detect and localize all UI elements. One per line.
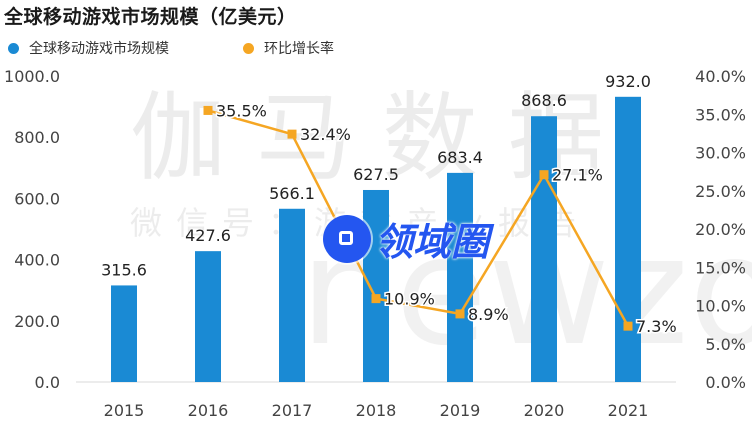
bar-2021	[615, 96, 641, 383]
stamp-text: 领域圈	[375, 220, 490, 264]
x-axis-tick-label: 2015	[104, 401, 145, 420]
growth-rate-data-label: 8.9%	[468, 305, 509, 324]
left-axis-tick-label: 400.0	[14, 251, 60, 270]
bar-data-label: 315.6	[101, 260, 147, 279]
bar-2020	[531, 116, 557, 382]
right-axis-tick-label: 25.0%	[695, 182, 746, 201]
x-axis-tick-label: 2021	[608, 401, 649, 420]
bar-data-label: 427.6	[185, 226, 231, 245]
right-axis-tick-label: 15.0%	[695, 258, 746, 277]
bar-2018	[363, 189, 389, 382]
left-axis-tick-label: 0.0	[35, 373, 60, 392]
growth-rate-data-label: 7.3%	[636, 317, 677, 336]
left-axis-tick-label: 800.0	[14, 128, 60, 147]
growth-rate-point-2020	[539, 170, 549, 180]
bar-data-label: 932.0	[605, 72, 651, 91]
bar-data-label: 627.5	[353, 165, 399, 184]
domain-circle-logo-icon	[323, 214, 371, 263]
growth-rate-point-2017	[287, 129, 297, 139]
right-axis-tick-label: 0.0%	[705, 373, 746, 392]
right-axis-tick-label: 35.0%	[695, 105, 746, 124]
growth-rate-data-label: 35.5%	[216, 101, 267, 120]
legend-item-line: 环比增长率	[243, 38, 334, 58]
x-axis-tick-label: 2016	[188, 401, 229, 420]
growth-rate-data-label: 27.1%	[552, 166, 603, 185]
left-axis-tick-label: 600.0	[14, 189, 60, 208]
bar-2015	[111, 285, 137, 382]
x-axis-tick-label: 2019	[440, 401, 481, 420]
growth-rate-point-2019	[455, 309, 465, 319]
bar-data-label: 868.6	[521, 91, 567, 110]
right-axis-tick-label: 5.0%	[705, 335, 746, 354]
growth-rate-point-2021	[623, 321, 633, 331]
legend-line-dot-icon	[243, 42, 254, 54]
legend-item-bar: 全球移动游戏市场规模	[8, 38, 169, 58]
bar-2017	[279, 208, 305, 382]
chart-title: 全球移动游戏市场规模（亿美元）	[4, 6, 297, 28]
bar-data-label: 566.1	[269, 184, 315, 203]
growth-rate-data-label: 10.9%	[384, 290, 435, 309]
bar-2016	[195, 251, 221, 382]
right-axis-tick-label: 40.0%	[695, 67, 746, 86]
growth-rate-point-2016	[203, 105, 213, 115]
legend-bar-dot-icon	[8, 42, 19, 54]
legend-bar-label: 全球移动游戏市场规模	[29, 41, 169, 57]
left-axis-tick-label: 1000.0	[4, 67, 60, 86]
right-axis-tick-label: 30.0%	[695, 144, 746, 163]
x-axis-tick-label: 2020	[524, 401, 565, 420]
growth-rate-line	[207, 109, 630, 327]
watermark-big: 伽马数据	[130, 82, 634, 194]
growth-rate-data-label: 32.4%	[300, 125, 351, 144]
right-axis-tick-label: 20.0%	[695, 220, 746, 239]
x-axis-tick-label: 2017	[272, 401, 313, 420]
bar-2019	[447, 172, 473, 382]
stamp-overlay: 领域圈	[323, 211, 489, 266]
left-axis-tick-label: 200.0	[14, 312, 60, 331]
right-axis-tick-label: 10.0%	[695, 297, 746, 316]
growth-rate-point-2018	[371, 294, 381, 304]
legend-line-label: 环比增长率	[264, 41, 334, 57]
bar-data-label: 683.4	[437, 148, 483, 167]
x-axis-tick-label: 2018	[356, 401, 397, 420]
